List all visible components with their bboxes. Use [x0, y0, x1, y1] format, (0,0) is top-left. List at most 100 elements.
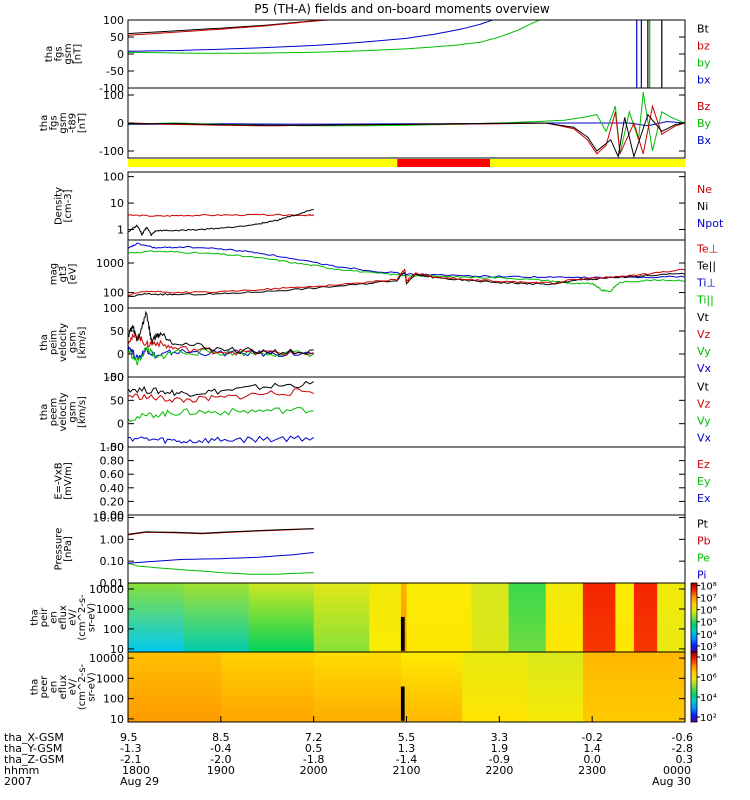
- series-Vy: [128, 406, 314, 423]
- panel-frame: [127, 376, 686, 448]
- ephemeris-value: 1.9: [491, 742, 509, 755]
- colorbar-tick-label: 10⁶: [700, 606, 717, 617]
- spectrogram-cell: [615, 583, 635, 652]
- y-axis-label: eflux: [58, 675, 69, 700]
- colorbar-tick-label: 10³: [700, 642, 717, 653]
- spectrogram-cell: [657, 583, 686, 652]
- spectrogram-cell: [248, 583, 315, 652]
- y-tick-label: -50: [106, 65, 124, 78]
- panels-layer: 100500-50-100thafgsgsm[nT]Btbzbybx1000-1…: [30, 14, 724, 726]
- y-tick-label: -100: [99, 145, 124, 158]
- colorbar-tick-label: 10²: [700, 713, 717, 724]
- y-tick-label: 1.00: [100, 533, 125, 546]
- y-axis-label: [km/s]: [77, 396, 88, 428]
- y-tick-label: 0: [117, 418, 124, 431]
- y-tick-label: 100: [103, 371, 124, 384]
- y-axis-label: [km/s]: [77, 326, 88, 358]
- ephemeris-label: tha_X-GSM: [4, 731, 64, 744]
- spectrogram-cell: [313, 652, 402, 722]
- y-axis-label: gsm: [68, 401, 79, 422]
- spectrogram-cell: [633, 583, 658, 652]
- legend-Vx: Vx: [697, 432, 712, 445]
- ephemeris-value: -0.2: [581, 731, 602, 744]
- series-Bt: [128, 113, 685, 158]
- spectrogram-cell: [369, 583, 402, 652]
- colorbar: [690, 651, 698, 723]
- ephemeris-value: 5.5: [398, 731, 416, 744]
- panel-pressure: 10.00 1.00 0.10 0.01 Pressure[nPa] Pt Pb Pe Pi: [53, 511, 710, 590]
- y-tick-label: 1000: [96, 257, 124, 270]
- legend-Ey: Ey: [697, 475, 711, 488]
- series-bz: [128, 20, 333, 36]
- colorbar-tick-label: 10⁵: [700, 618, 717, 629]
- y-axis-label: fgs: [49, 115, 60, 130]
- spectrogram-cell: [128, 652, 222, 722]
- y-tick-label: 10.00: [93, 511, 125, 524]
- legend-Ex: Ex: [697, 492, 711, 505]
- y-axis-label: gt3: [58, 266, 69, 283]
- y-tick-label: 10000: [89, 652, 124, 665]
- panel-peer_spectrogram: 10⁸ 10⁶ 10⁴ 10² 10000 1000 100 10 thapeereneflux…: [30, 651, 717, 726]
- panel-frame: [127, 446, 686, 516]
- y-axis-label: -t89: [68, 113, 79, 133]
- y-tick-label: 0: [117, 48, 124, 61]
- series-Vy: [128, 345, 315, 366]
- ephemeris-value: 0.3: [676, 753, 694, 766]
- spectrogram-cell: [313, 583, 370, 652]
- panel-frame: [127, 171, 686, 241]
- y-axis-label: eV/: [68, 678, 79, 695]
- y-tick-label: 100: [103, 623, 124, 636]
- colorbar: [690, 582, 698, 653]
- ephemeris-value: -2.8: [672, 742, 693, 755]
- y-tick-label: -100: [99, 82, 124, 95]
- y-tick-label: 0.60: [100, 468, 125, 481]
- legend-Ti⊥: Ti⊥: [696, 277, 716, 290]
- legend-bz: bz: [697, 40, 710, 53]
- y-axis-label: peem: [49, 398, 60, 426]
- x-tick-label: 2000: [300, 764, 328, 777]
- y-tick-label: 1000: [96, 603, 124, 616]
- spectrogram-cell: [406, 583, 472, 652]
- y-tick-label: 0: [117, 117, 124, 130]
- y-tick-label: 50: [110, 394, 124, 407]
- y-tick-label: 0.10: [100, 555, 125, 568]
- y-axis-label: velocity: [58, 392, 69, 431]
- ephemeris-value: 3.3: [491, 731, 509, 744]
- y-axis-label: tha: [39, 334, 50, 350]
- y-axis-label: [nPa]: [63, 536, 74, 562]
- y-axis-label: sr-eV): [87, 603, 98, 632]
- y-axis-label: E=-VxB: [53, 462, 64, 499]
- series-By: [128, 92, 685, 154]
- y-tick-label: 50: [110, 325, 124, 338]
- series-Te||: [128, 271, 685, 298]
- y-axis-label: velocity: [58, 323, 69, 362]
- series-Ti⊥: [128, 242, 685, 279]
- y-axis-label: [cm-3]: [63, 189, 74, 222]
- y-axis-label: [eV]: [68, 264, 79, 285]
- y-axis-label: Pressure: [53, 528, 64, 571]
- hhmm-label: hhmm: [4, 764, 39, 777]
- legend-Ne: Ne: [697, 183, 712, 196]
- y-tick-label: 0.40: [100, 482, 125, 495]
- colorbar-tick-label: 10⁶: [700, 673, 717, 684]
- y-tick-label: 0.00: [100, 509, 125, 522]
- y-tick-label: 10: [110, 643, 124, 656]
- y-tick-label: 100: [103, 302, 124, 315]
- ephemeris-value: -1.3: [120, 742, 141, 755]
- legend-Npot: Npot: [697, 217, 724, 230]
- y-tick-label: 1.00: [100, 441, 125, 454]
- ephemeris-value: -0.4: [210, 742, 231, 755]
- legend-Pe: Pe: [697, 552, 710, 565]
- series-Vt: [128, 380, 314, 397]
- state-bar-segment: [397, 159, 491, 167]
- chart-title: P5 (TH-A) fields and on-board moments ov…: [254, 2, 550, 16]
- legend-Vz: Vz: [697, 328, 711, 341]
- ephemeris-value: 9.5: [120, 731, 138, 744]
- ephemeris-label: tha_Y-GSM: [4, 742, 62, 755]
- y-axis-label: tha: [39, 115, 50, 131]
- colorbar-tick-label: 10⁴: [700, 630, 717, 641]
- ephemeris-value: -2.0: [210, 753, 231, 766]
